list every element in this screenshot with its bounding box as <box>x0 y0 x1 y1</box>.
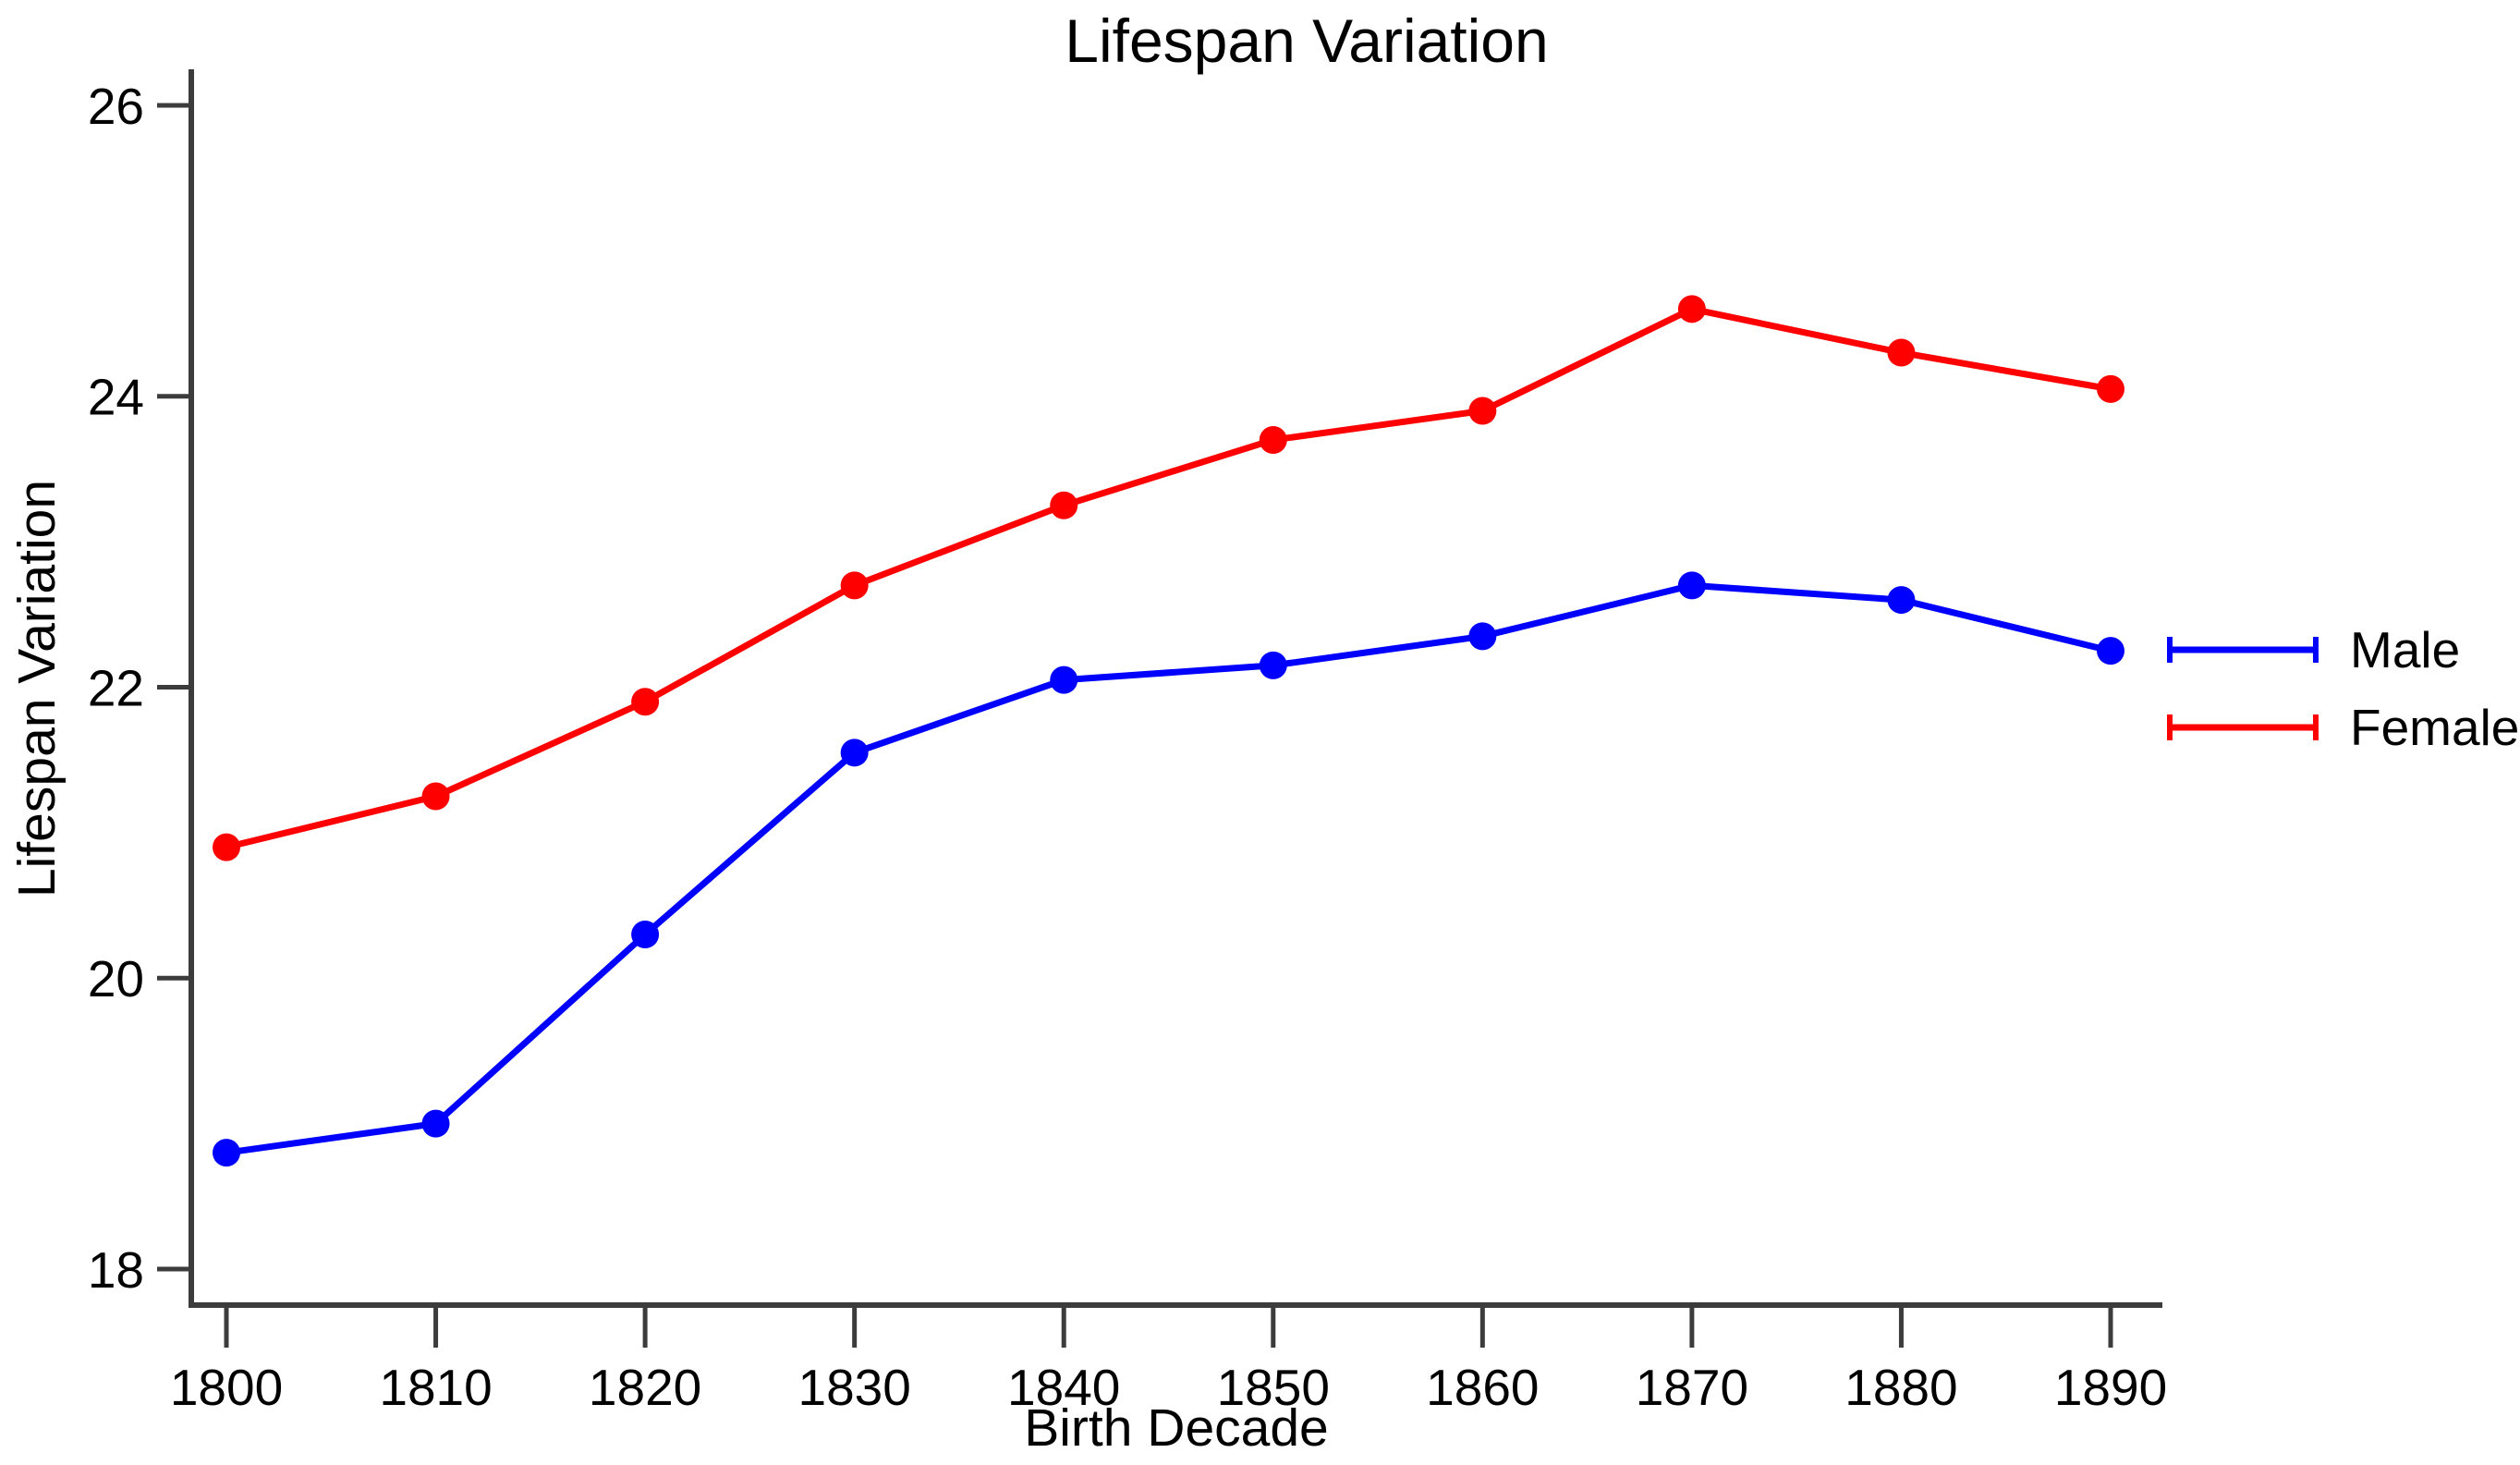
y-tick-label: 26 <box>88 78 144 135</box>
data-point-male-1860 <box>1468 622 1497 651</box>
data-point-female-1830 <box>840 571 869 600</box>
y-tick-label: 24 <box>88 369 144 426</box>
data-point-female-1800 <box>213 833 240 861</box>
chart-title: Lifespan Variation <box>1065 6 1549 75</box>
data-point-female-1890 <box>2097 374 2124 403</box>
data-point-female-1820 <box>631 688 660 716</box>
x-axis-title: Birth Decade <box>1024 1398 1329 1458</box>
legend-key-male-icon <box>2167 637 2319 663</box>
legend-label-female: Female <box>2350 699 2520 756</box>
data-point-female-1850 <box>1259 425 1287 454</box>
legend-item-male: Male <box>2162 621 2461 678</box>
x-tick-label: 1870 <box>1636 1359 1748 1416</box>
x-tick-label: 1820 <box>589 1359 701 1416</box>
data-point-male-1820 <box>631 921 660 949</box>
data-point-male-1890 <box>2097 637 2124 665</box>
x-tick-label: 1830 <box>797 1359 910 1416</box>
data-point-female-1870 <box>1677 295 1706 324</box>
y-tick-label: 20 <box>88 950 144 1007</box>
data-point-female-1810 <box>421 782 450 811</box>
x-tick-label: 1850 <box>1217 1359 1330 1416</box>
data-point-male-1800 <box>213 1139 240 1167</box>
legend-item-female: Female <box>2162 699 2520 756</box>
y-tick-label: 18 <box>88 1241 144 1299</box>
legend: Male Female <box>2162 0 2520 1465</box>
data-point-male-1830 <box>840 739 869 767</box>
data-point-female-1880 <box>1887 338 1916 367</box>
legend-key-female-icon <box>2167 714 2319 740</box>
x-tick-label: 1840 <box>1007 1359 1120 1416</box>
legend-label-male: Male <box>2350 621 2461 678</box>
male-line <box>225 581 2112 1156</box>
data-point-female-1840 <box>1050 491 1078 519</box>
x-tick-label: 1800 <box>170 1359 283 1416</box>
x-tick-label: 1860 <box>1426 1359 1539 1416</box>
x-tick-label: 1810 <box>379 1359 492 1416</box>
data-point-male-1880 <box>1887 586 1916 615</box>
data-point-male-1810 <box>421 1109 450 1138</box>
data-point-female-1860 <box>1468 397 1497 425</box>
data-point-male-1840 <box>1050 665 1078 694</box>
y-axis-title: Lifespan Variation <box>7 479 67 898</box>
data-point-male-1850 <box>1259 651 1287 679</box>
x-tick-label: 1880 <box>1844 1359 1957 1416</box>
female-line <box>225 305 2112 851</box>
y-tick-label: 22 <box>88 659 144 716</box>
x-tick-label: 1890 <box>2054 1359 2167 1416</box>
data-point-male-1870 <box>1677 571 1706 600</box>
